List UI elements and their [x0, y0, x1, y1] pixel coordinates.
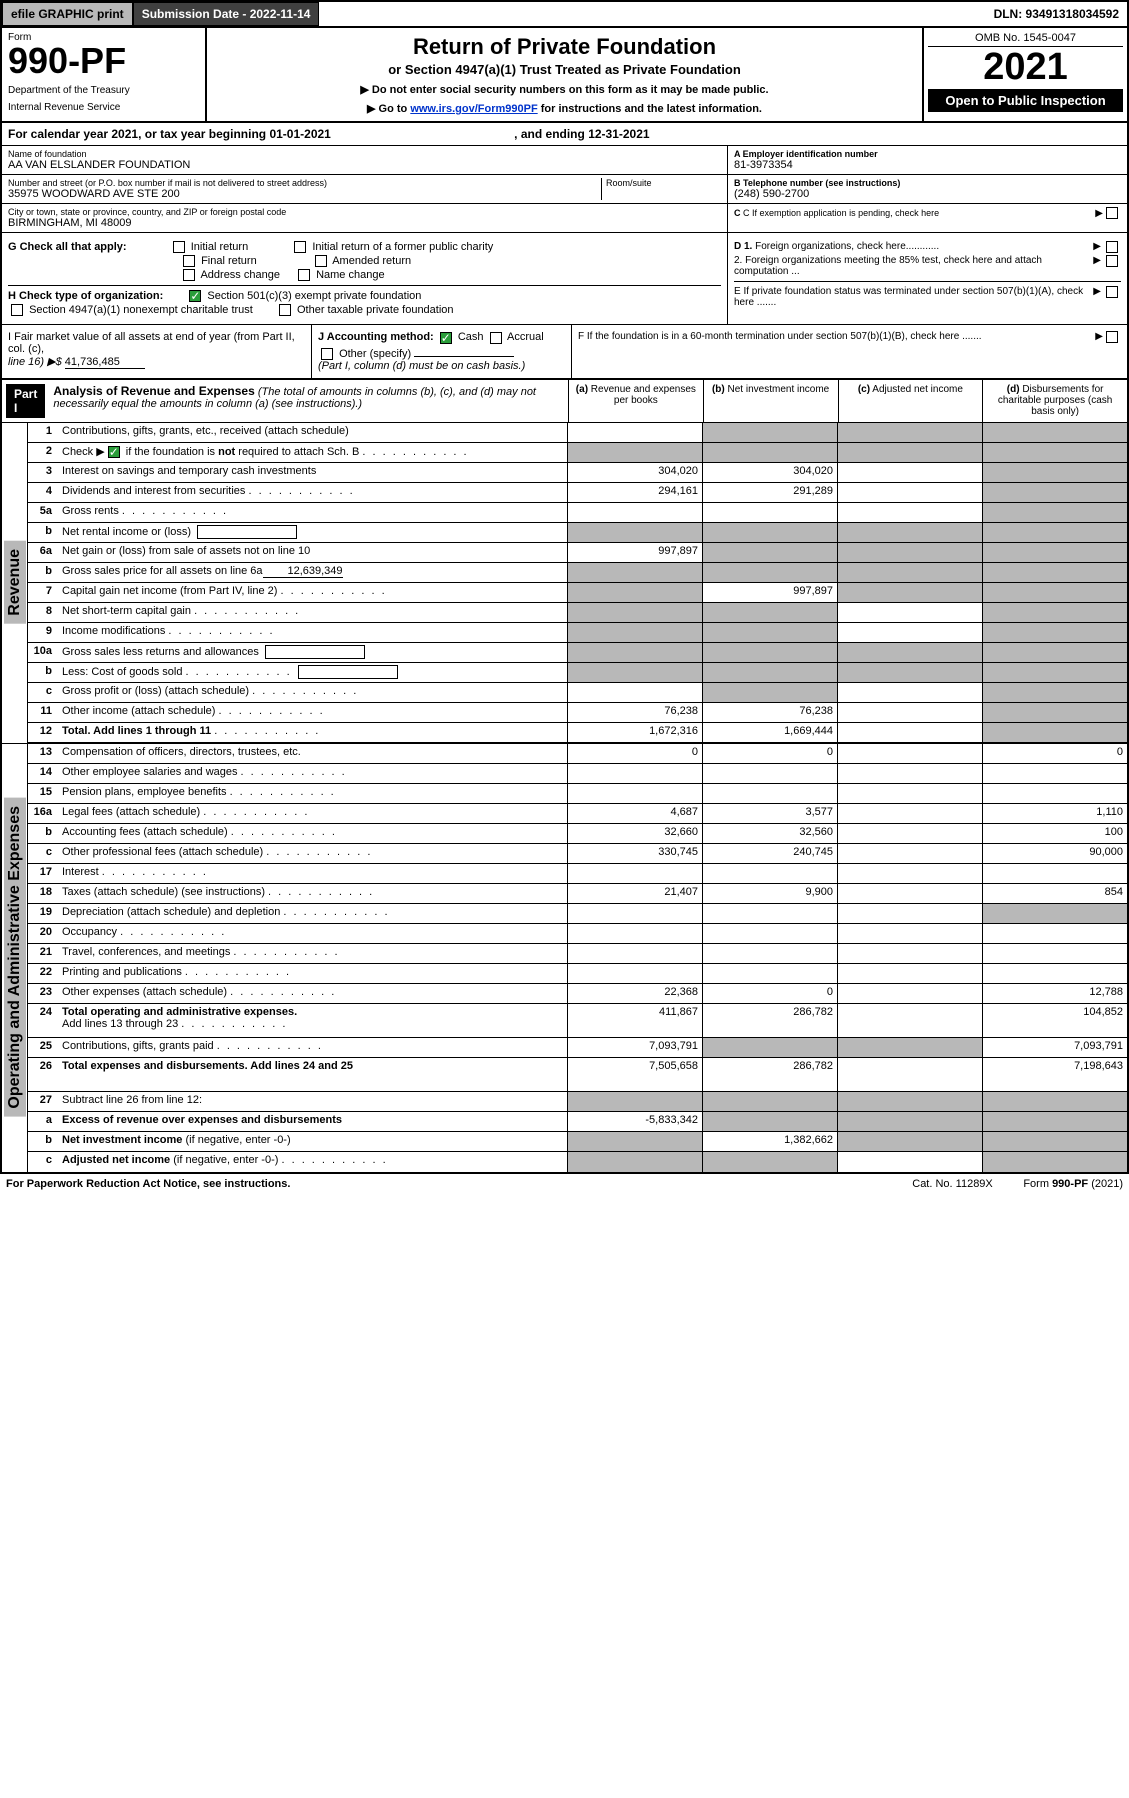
telephone-cell: B Telephone number (see instructions) (2… — [728, 175, 1127, 204]
cb-other-taxable[interactable] — [279, 304, 291, 316]
checkbox-c[interactable] — [1106, 207, 1118, 219]
dln: DLN: 93491318034592 — [986, 3, 1127, 25]
col-b-header: (b) Net investment income — [703, 380, 838, 422]
expenses-section: Operating and Administrative Expenses 13… — [2, 743, 1127, 1172]
efile-button[interactable]: efile GRAPHIC print — [2, 2, 133, 26]
cb-initial[interactable] — [173, 241, 185, 253]
city-cell: City or town, state or province, country… — [2, 204, 727, 232]
footer-left: For Paperwork Reduction Act Notice, see … — [6, 1178, 290, 1190]
revenue-section: Revenue 1Contributions, gifts, grants, e… — [2, 423, 1127, 743]
cb-sch-b[interactable] — [108, 446, 120, 458]
irs-label: Internal Revenue Service — [8, 102, 199, 113]
footer: For Paperwork Reduction Act Notice, see … — [0, 1174, 1129, 1194]
revenue-label: Revenue — [4, 541, 26, 624]
form-number: 990-PF — [8, 43, 199, 79]
cb-initial-former[interactable] — [294, 241, 306, 253]
cb-d2[interactable] — [1106, 255, 1118, 267]
expenses-label-wrap: Operating and Administrative Expenses — [2, 744, 28, 1172]
revenue-label-wrap: Revenue — [2, 423, 28, 743]
part1-header: Part I Analysis of Revenue and Expenses … — [2, 380, 1127, 423]
submission-date: Submission Date - 2022-11-14 — [133, 2, 320, 26]
header: Form 990-PF Department of the Treasury I… — [2, 28, 1127, 123]
public-inspection: Open to Public Inspection — [928, 89, 1123, 112]
cb-d1[interactable] — [1106, 241, 1118, 253]
top-bar: efile GRAPHIC print Submission Date - 20… — [2, 2, 1127, 28]
exemption-cell: C C If exemption application is pending,… — [728, 204, 1127, 222]
col-d-header: (d) Disbursements for charitable purpose… — [982, 380, 1127, 422]
foundation-name-cell: Name of foundation AA VAN ELSLANDER FOUN… — [2, 146, 727, 175]
header-right: OMB No. 1545-0047 2021 Open to Public In… — [922, 28, 1127, 121]
form-container: efile GRAPHIC print Submission Date - 20… — [0, 0, 1129, 1174]
expenses-label: Operating and Administrative Expenses — [4, 798, 26, 1117]
form-link[interactable]: www.irs.gov/Form990PF — [410, 103, 537, 115]
cb-addr-change[interactable] — [183, 269, 195, 281]
form-title: Return of Private Foundation — [213, 34, 916, 60]
cb-accrual[interactable] — [490, 332, 502, 344]
g-section: G Check all that apply: Initial return I… — [2, 233, 727, 324]
form-subtitle: or Section 4947(a)(1) Trust Treated as P… — [213, 62, 916, 77]
cb-cash[interactable] — [440, 332, 452, 344]
ein-cell: A Employer identification number 81-3973… — [728, 146, 1127, 175]
instr-2: ▶ Go to www.irs.gov/Form990PF for instru… — [213, 102, 916, 115]
j-section: J Accounting method: Cash Accrual Other … — [312, 325, 572, 377]
address-cell: Number and street (or P.O. box number if… — [2, 175, 727, 204]
cb-name-change[interactable] — [298, 269, 310, 281]
cb-501c3[interactable] — [189, 290, 201, 302]
check-row-g: G Check all that apply: Initial return I… — [2, 233, 1127, 325]
omb-number: OMB No. 1545-0047 — [928, 32, 1123, 47]
f-section: F If the foundation is in a 60-month ter… — [572, 325, 1127, 377]
hij-row: I Fair market value of all assets at end… — [2, 325, 1127, 379]
cb-f[interactable] — [1106, 331, 1118, 343]
col-a-header: (a) Revenue and expenses per books — [568, 380, 703, 422]
i-section: I Fair market value of all assets at end… — [2, 325, 312, 377]
tax-year: 2021 — [928, 47, 1123, 89]
id-right: A Employer identification number 81-3973… — [727, 146, 1127, 232]
cb-4947[interactable] — [11, 304, 23, 316]
calendar-year: For calendar year 2021, or tax year begi… — [2, 123, 1127, 146]
cat-no: Cat. No. 11289X — [912, 1178, 993, 1190]
cb-amended[interactable] — [315, 255, 327, 267]
header-center: Return of Private Foundation or Section … — [207, 28, 922, 121]
dept-treasury: Department of the Treasury — [8, 85, 199, 96]
d-e-section: D 1. Foreign organizations, check here..… — [727, 233, 1127, 324]
cb-e[interactable] — [1106, 286, 1118, 298]
header-left: Form 990-PF Department of the Treasury I… — [2, 28, 207, 121]
instr-1: ▶ Do not enter social security numbers o… — [213, 83, 916, 96]
footer-right: Form 990-PF (2021) — [1023, 1178, 1123, 1190]
cb-other-method[interactable] — [321, 348, 333, 360]
part-label: Part I — [6, 384, 45, 418]
identification-row: Name of foundation AA VAN ELSLANDER FOUN… — [2, 146, 1127, 233]
col-c-header: (c) Adjusted net income — [838, 380, 983, 422]
id-left: Name of foundation AA VAN ELSLANDER FOUN… — [2, 146, 727, 232]
cb-final[interactable] — [183, 255, 195, 267]
